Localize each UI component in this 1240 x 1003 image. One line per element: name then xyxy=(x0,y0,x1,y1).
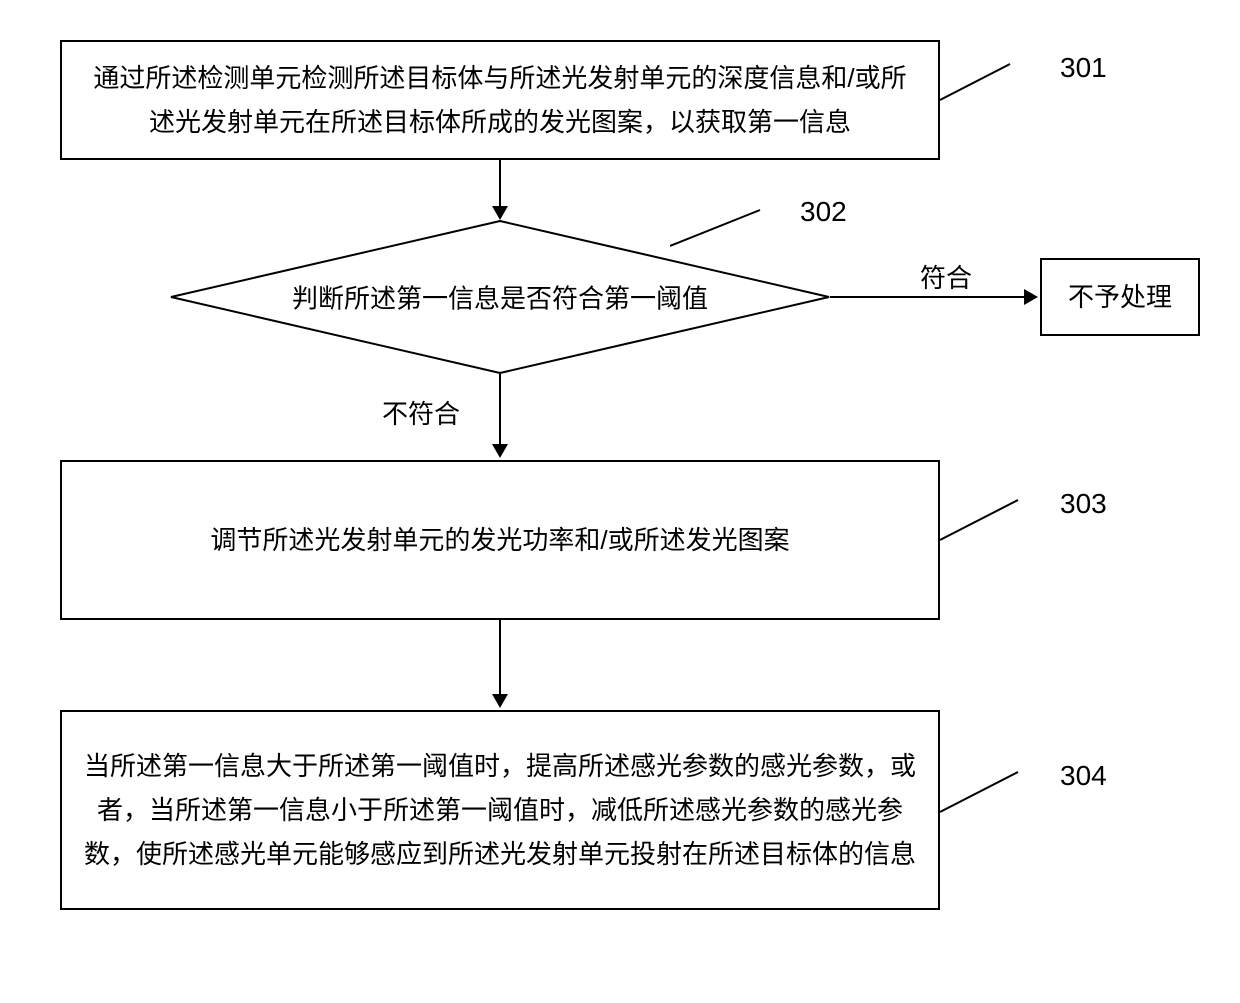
decision-text: 判断所述第一信息是否符合第一阈值 xyxy=(292,284,708,314)
arrow-no-line xyxy=(499,374,501,446)
arrow-1-2-line xyxy=(499,160,501,208)
no-process-text: 不予处理 xyxy=(1068,275,1172,319)
arrow-1-2-head xyxy=(492,206,508,220)
edge-label-no: 不符合 xyxy=(382,394,460,431)
arrow-no-head xyxy=(492,444,508,458)
step-1-box: 通过所述检测单元检测所述目标体与所述光发射单元的深度信息和/或所述光发射单元在所… xyxy=(60,40,940,160)
step-4-number: 304 xyxy=(1060,760,1107,792)
step-3-number: 303 xyxy=(1060,488,1107,520)
no-process-box: 不予处理 xyxy=(1040,258,1200,336)
decision-leader xyxy=(670,208,790,248)
step-3-leader xyxy=(940,498,1050,542)
step-3-box: 调节所述光发射单元的发光功率和/或所述发光图案 xyxy=(60,460,940,620)
arrow-3-4-head xyxy=(492,694,508,708)
step-4-text: 当所述第一信息大于所述第一阈值时，提高所述感光参数的感光参数，或者，当所述第一信… xyxy=(82,744,918,877)
edge-label-yes: 符合 xyxy=(920,258,972,295)
step-1-leader xyxy=(940,62,1050,102)
arrow-3-4-line xyxy=(499,620,501,696)
step-1-number: 301 xyxy=(1060,52,1107,84)
step-4-leader xyxy=(940,770,1050,814)
arrow-yes-head xyxy=(1024,289,1038,305)
step-4-box: 当所述第一信息大于所述第一阈值时，提高所述感光参数的感光参数，或者，当所述第一信… xyxy=(60,710,940,910)
decision-number: 302 xyxy=(800,196,847,228)
arrow-yes-line xyxy=(830,296,1026,298)
flowchart-container: 通过所述检测单元检测所述目标体与所述光发射单元的深度信息和/或所述光发射单元在所… xyxy=(0,0,1240,1003)
step-1-text: 通过所述检测单元检测所述目标体与所述光发射单元的深度信息和/或所述光发射单元在所… xyxy=(82,56,918,144)
step-3-text: 调节所述光发射单元的发光功率和/或所述发光图案 xyxy=(210,518,789,562)
